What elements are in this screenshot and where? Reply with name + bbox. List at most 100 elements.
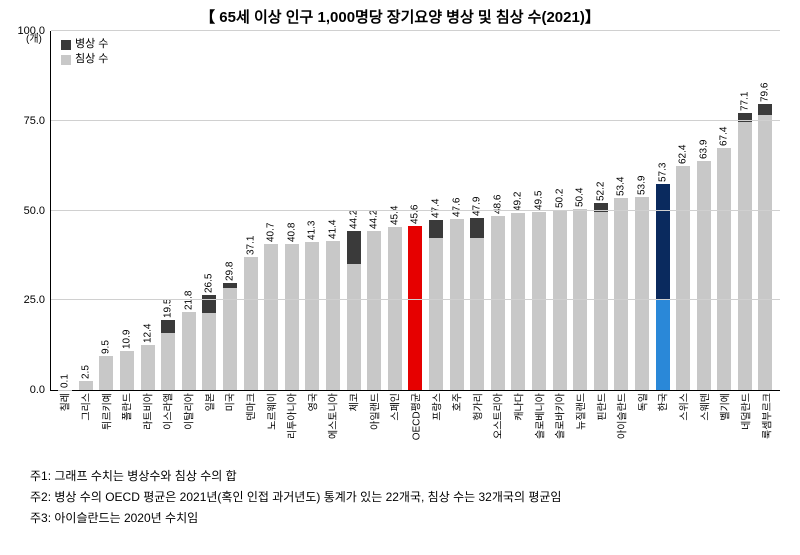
bar-segment-korea-top: [656, 184, 670, 299]
bar-segment-bed: [141, 345, 155, 390]
bar: 79.6: [758, 104, 772, 390]
bar: 19.5: [161, 320, 175, 390]
bar-value-label: 52.2: [595, 181, 606, 202]
x-axis-label: 일본: [198, 391, 219, 461]
bar-segment-bed: [676, 166, 690, 390]
bar-segment-bed: [738, 122, 752, 390]
x-axis-label: 그리스: [75, 391, 96, 461]
bar-value-label: 40.8: [286, 222, 297, 243]
bar-column: 45.4: [385, 227, 406, 390]
bar-segment-bed: [120, 351, 134, 390]
bar: 40.7: [264, 244, 278, 390]
bar-value-label: 47.6: [451, 198, 462, 219]
bar-value-label: 48.6: [492, 194, 503, 215]
x-axis-label: 독일: [632, 391, 653, 461]
x-axis-label: 에스토니아: [322, 391, 343, 461]
bar: 52.2: [594, 203, 608, 390]
bar-value-label: 63.9: [698, 139, 709, 160]
x-axis-label: 아이슬란드: [611, 391, 632, 461]
footnote-2: 주2: 병상 수의 OECD 평균은 2021년(혹인 인접 과거년도) 통계가…: [30, 488, 770, 507]
bar: 45.4: [388, 227, 402, 390]
bar-segment-bed: [470, 238, 484, 390]
bar: 10.9: [120, 351, 134, 390]
x-axis-labels: 칠레그리스튀르키예폴란드라트비아이스라엘이탈리아일본미국덴마크노르웨이리투아니아…: [50, 391, 780, 461]
bar-value-label: 62.4: [678, 145, 689, 166]
bar-value-label: 47.9: [472, 197, 483, 218]
bar-column: 44.2: [364, 231, 385, 390]
bar: 47.4: [429, 220, 443, 390]
x-axis-label: 뉴질랜드: [570, 391, 591, 461]
bar: 44.2: [347, 231, 361, 390]
bar-value-label: 79.6: [760, 83, 771, 104]
chart-plot-area: 병상 수 침상 수 0.12.59.510.912.419.521.826.52…: [50, 31, 780, 391]
bar-column: 12.4: [137, 345, 158, 390]
y-tick-label: 0.0: [30, 384, 45, 396]
x-axis-label: OECD평균: [405, 391, 426, 461]
bar-value-label: 53.4: [616, 177, 627, 198]
footnotes: 주1: 그래프 수치는 병상수와 침상 수의 합 주2: 병상 수의 OECD …: [30, 467, 770, 529]
bar: 49.2: [511, 213, 525, 390]
bar-column: 45.6: [405, 226, 426, 390]
bar: 49.5: [532, 212, 546, 390]
bar-segment-bed: [697, 161, 711, 390]
x-axis-label: 아일랜드: [363, 391, 384, 461]
x-axis-label: 벨기에: [714, 391, 735, 461]
bar-value-label: 50.2: [554, 188, 565, 209]
bar: 53.4: [614, 198, 628, 390]
x-axis-label: 헝가리: [467, 391, 488, 461]
bar-segment-hospital: [202, 295, 216, 313]
bar-segment-hospital: [738, 113, 752, 122]
x-axis-label: 이스라엘: [157, 391, 178, 461]
x-axis-label: 노르웨이: [260, 391, 281, 461]
bar: 62.4: [676, 166, 690, 390]
x-axis-label: 네덜란드: [735, 391, 756, 461]
bar-segment-hospital: [470, 218, 484, 238]
x-axis-label: 스위스: [673, 391, 694, 461]
bar-column: 41.3: [302, 242, 323, 390]
bar-column: 41.4: [323, 241, 344, 390]
bar-segment-bed: [305, 242, 319, 390]
bar-segment-bed: [79, 381, 93, 390]
bar-value-label: 12.4: [142, 324, 153, 345]
bar-column: 53.9: [632, 197, 653, 391]
bar-value-label: 45.6: [410, 205, 421, 226]
bar-value-label: 2.5: [80, 365, 91, 381]
bar-value-label: 41.3: [307, 220, 318, 241]
bar-segment-bed: [511, 213, 525, 390]
x-axis-label: 덴마크: [240, 391, 261, 461]
bar-column: 47.9: [467, 218, 488, 390]
bar-segment-bed: [388, 227, 402, 390]
bar: 44.2: [367, 231, 381, 390]
bar-column: 26.5: [199, 295, 220, 390]
bar-segment-bed: [635, 197, 649, 391]
gridline: [51, 30, 780, 31]
x-axis-label: 튀르키예: [95, 391, 116, 461]
bar-segment-bed: [285, 244, 299, 390]
bar-column: 2.5: [76, 381, 97, 390]
bar-segment-oecd: [408, 226, 422, 390]
bar-column: 21.8: [179, 312, 200, 390]
bar-segment-bed: [244, 257, 258, 390]
bar-value-label: 77.1: [739, 92, 750, 113]
bar-column: 63.9: [693, 161, 714, 390]
bar: 53.9: [635, 197, 649, 391]
bar: 67.4: [717, 148, 731, 390]
bar-column: 49.5: [529, 212, 550, 390]
bar-segment-bed: [182, 312, 196, 390]
bar-segment-bed: [223, 288, 237, 390]
x-axis-label: 캐나다: [508, 391, 529, 461]
x-axis-label: 룩셈부르크: [755, 391, 776, 461]
bar-column: 79.6: [755, 104, 776, 390]
bar: 12.4: [141, 345, 155, 390]
x-axis-label: 오스트리아: [487, 391, 508, 461]
gridline: [51, 120, 780, 121]
x-axis-label: 스페인: [384, 391, 405, 461]
bar-column: 48.6: [487, 216, 508, 390]
bar-column: 9.5: [96, 356, 117, 390]
bar-segment-bed: [758, 115, 772, 390]
y-tick-label: 50.0: [24, 205, 45, 217]
bar-value-label: 0.1: [60, 374, 71, 390]
x-axis-label: 폴란드: [116, 391, 137, 461]
bar: 21.8: [182, 312, 196, 390]
bar-column: 67.4: [714, 148, 735, 390]
